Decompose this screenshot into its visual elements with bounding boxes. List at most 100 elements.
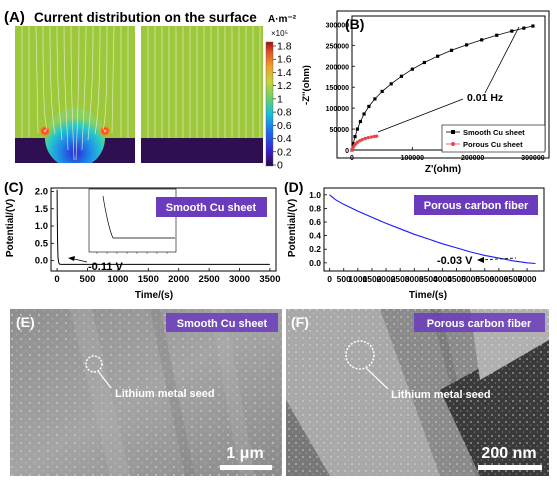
data-point — [531, 24, 535, 28]
series-line — [56, 189, 270, 265]
panel-d-tag-bg — [414, 195, 538, 215]
seed-marker-e — [85, 355, 103, 373]
panel-f-scalebar — [478, 465, 542, 470]
data-point — [373, 97, 377, 101]
seed-marker-f — [345, 340, 375, 370]
y-tick-label: 1.0 — [309, 190, 321, 200]
data-point — [522, 26, 526, 30]
panel-d-xlabel: Time/(s) — [409, 290, 447, 301]
data-point — [380, 89, 384, 93]
x-tick-label: 3500 — [259, 274, 280, 285]
colorbar-tick-label: 0 — [277, 160, 283, 172]
annotation-pointer-smooth — [484, 26, 520, 94]
data-point — [360, 137, 364, 142]
panel-f: (F) Porous carbon fiber Lithium metal se… — [286, 309, 549, 476]
x-tick-label: 0 — [327, 274, 332, 284]
panel-f-tag-bg — [414, 313, 545, 332]
panel-d-label: (D) — [284, 179, 303, 195]
panel-a: (A) Current distribution on the surface — [4, 9, 297, 172]
x-tick-label: 7000 — [518, 274, 537, 284]
colorbar-tick-label: 1.4 — [277, 67, 292, 79]
y-tick-label: 1.5 — [35, 204, 49, 215]
data-point — [389, 82, 393, 86]
panel-c-xlabel: Time/(s) — [135, 290, 173, 301]
panel-c-tag-bg — [156, 197, 267, 217]
panel-c-ylabel: Potential/(V) — [5, 199, 16, 257]
y-tick-label: 250000 — [326, 43, 349, 50]
panel-e-label: (E) — [16, 314, 35, 330]
x-tick-label: 1500 — [362, 274, 381, 284]
y-tick-label: 0.5 — [35, 238, 49, 249]
x-tick-label: 3000 — [405, 274, 424, 284]
panel-b-ylabel: -Z''(ohm) — [301, 65, 312, 105]
colorbar-tick-label: 0.2 — [277, 146, 292, 158]
panel-b-annotation: 0.01 Hz — [467, 92, 503, 104]
panel-c-label: (C) — [4, 179, 23, 195]
data-point — [351, 142, 355, 146]
x-tick-label: 2000 — [377, 274, 396, 284]
panel-e: (E) Smooth Cu sheet Lithium metal seed 1… — [10, 309, 282, 476]
y-tick-label: 200000 — [326, 64, 349, 71]
colorbar-tick-label: 1.8 — [277, 41, 292, 53]
x-tick-label: 200000 — [461, 155, 484, 162]
x-tick-label: 6000 — [489, 274, 508, 284]
panel-d-tag: Porous carbon fiber — [424, 200, 529, 212]
data-point — [353, 135, 357, 139]
data-point — [358, 119, 363, 124]
x-tick-label: 4500 — [447, 274, 466, 284]
data-point — [363, 136, 367, 141]
panel-c-tag: Smooth Cu sheet — [166, 202, 257, 214]
data-point — [367, 104, 371, 109]
panel-f-scalebar-label: 200 nm — [481, 445, 536, 462]
y-tick-label: 0.2 — [309, 244, 321, 254]
plot-frame — [50, 187, 277, 272]
colorbar-ticks: 1.81.61.41.21 0.80.60.40.2 0 — [273, 41, 292, 172]
series-line — [329, 194, 536, 265]
panel-b: (B) -Z''(ohm) Z'(ohm) 0 100000 200000 30000… — [301, 10, 550, 175]
data-point — [436, 54, 440, 58]
x-tick-label: 500 — [80, 274, 96, 285]
x-tick-label: 6500 — [504, 274, 523, 284]
panel-e-scalebar-label: 1 μm — [226, 445, 263, 462]
panel-f-label: (F) — [291, 314, 309, 330]
data-point — [480, 38, 484, 42]
data-point — [464, 43, 469, 47]
x-tick-label: 100000 — [401, 155, 424, 162]
simulation-left — [15, 26, 135, 163]
x-tick-label: 1000 — [348, 274, 367, 284]
data-point — [422, 60, 426, 65]
legend-porous: Porous Cu sheet — [463, 140, 523, 149]
x-tick-label: 300000 — [521, 155, 544, 162]
chart-d-plot: 0 500100015002000250030003500400045005000… — [309, 187, 545, 284]
y-tick-label: 0.0 — [309, 258, 321, 268]
panel-d-ylabel: Potential/(V) — [287, 199, 298, 257]
x-tick-label: 4000 — [433, 274, 452, 284]
panel-d-annotation: -0.03 V — [437, 255, 473, 267]
x-tick-label: 3000 — [229, 274, 250, 285]
data-point — [362, 112, 366, 116]
data-point — [369, 135, 373, 139]
x-tick-label: 500 — [337, 274, 351, 284]
data-point — [366, 135, 370, 140]
colorbar-tick-label: 0.6 — [277, 120, 292, 132]
y-tick-label: 0.8 — [309, 203, 321, 213]
data-point — [375, 134, 379, 138]
y-tick-label: 1.0 — [35, 221, 48, 232]
x-tick-label: 1500 — [138, 274, 159, 285]
data-point — [355, 127, 360, 131]
colorbar-tick-label: 0.8 — [277, 107, 292, 119]
panel-d: (D) Potential/(V) Time/(s) 0 500100015002… — [284, 179, 545, 301]
y-tick-label: 0.0 — [35, 256, 48, 267]
panel-c-annotation: -0.11 V — [88, 261, 124, 273]
x-tick-label: 0 — [54, 274, 59, 285]
x-tick-label: 3500 — [419, 274, 438, 284]
y-tick-label: 0 — [345, 148, 349, 155]
panel-e-scalebar — [220, 465, 272, 470]
panel-e-tag: Smooth Cu sheet — [177, 318, 268, 330]
data-point — [399, 74, 404, 78]
legend-smooth: Smooth Cu sheet — [463, 128, 525, 137]
x-tick-label: 5500 — [475, 274, 494, 284]
chart-b-plot: 0 100000 200000 300000 0 50000 100000 150000 200… — [326, 15, 546, 162]
panel-b-xlabel: Z'(ohm) — [425, 164, 461, 175]
